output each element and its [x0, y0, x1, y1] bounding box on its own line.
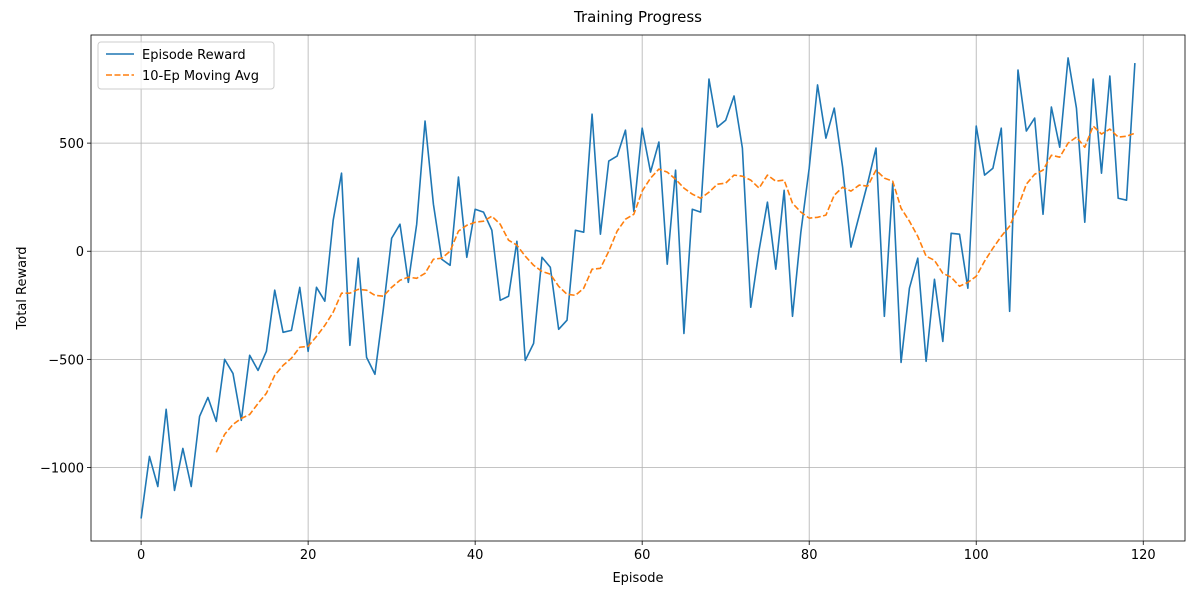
plot-frame [90, 34, 1186, 542]
legend-label: Episode Reward [142, 48, 246, 63]
legend: Episode Reward 10-Ep Moving Avg [97, 41, 275, 90]
x-tick-label: 80 [801, 548, 818, 563]
x-axis-label: Episode [612, 571, 663, 586]
x-tick-label: 100 [964, 548, 989, 563]
line-series [215, 125, 1136, 453]
y-tick-label: 0 [76, 245, 84, 260]
x-tick-label: 0 [137, 548, 145, 563]
legend-box [97, 41, 275, 90]
y-tick-label: −1000 [40, 461, 84, 476]
x-tick-label: 60 [634, 548, 651, 563]
y-tick-label: −500 [48, 353, 84, 368]
chart-title: Training Progress [573, 8, 702, 26]
x-tick-label: 40 [467, 548, 484, 563]
x-tick-label: 20 [300, 548, 317, 563]
x-tick-label: 120 [1131, 548, 1156, 563]
line-series [140, 57, 1136, 519]
y-axis-label: Total Reward [15, 247, 30, 331]
legend-label: 10-Ep Moving Avg [142, 69, 259, 84]
y-tick-label: 500 [59, 137, 84, 152]
